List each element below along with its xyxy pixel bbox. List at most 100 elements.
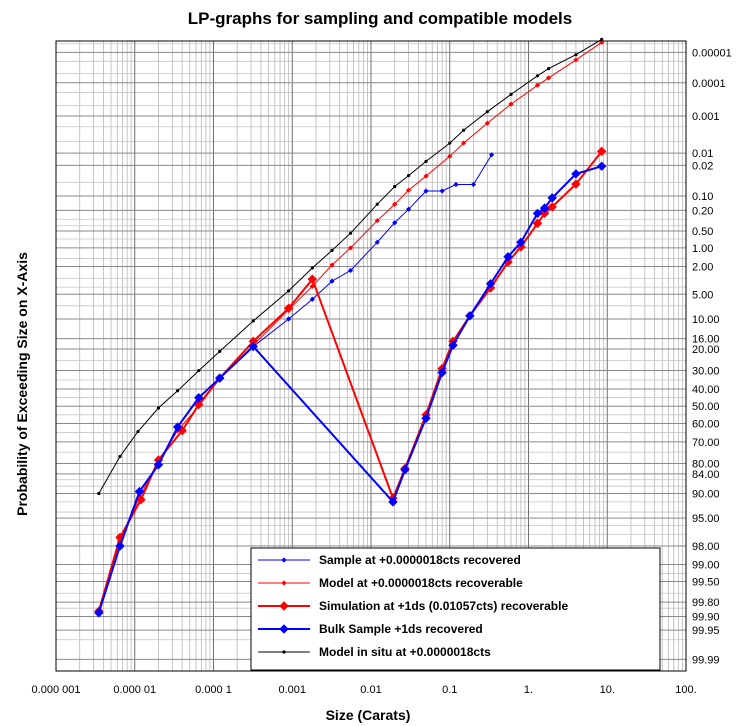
data-point xyxy=(439,188,445,194)
data-point xyxy=(194,392,204,403)
series-5 xyxy=(97,37,604,496)
data-point xyxy=(374,218,380,224)
data-point xyxy=(485,110,489,114)
data-point xyxy=(329,262,335,268)
data-point xyxy=(392,201,398,207)
legend-marker xyxy=(279,624,289,634)
data-point xyxy=(118,454,122,459)
data-point xyxy=(453,181,459,188)
data-point xyxy=(600,37,604,41)
data-point xyxy=(393,184,397,189)
y-tick-label: 70.00 xyxy=(692,437,720,449)
x-tick-label: 0.000 1 xyxy=(195,684,232,696)
data-point xyxy=(421,413,431,423)
data-point xyxy=(388,497,398,507)
data-point xyxy=(532,218,543,229)
data-point xyxy=(400,465,410,475)
data-point xyxy=(251,319,255,323)
data-point xyxy=(134,486,145,497)
series-line xyxy=(98,154,493,613)
data-point xyxy=(153,460,164,470)
data-point xyxy=(461,140,467,146)
data-point xyxy=(329,278,335,284)
x-tick-label: 0.01 xyxy=(360,684,381,696)
data-point xyxy=(547,193,557,203)
y-tick-label: 98.00 xyxy=(692,541,720,553)
data-point xyxy=(546,75,552,81)
data-point xyxy=(423,188,429,194)
data-point xyxy=(509,92,513,97)
legend-items: Sample at +0.0000018cts recovered Model a… xyxy=(258,553,568,659)
data-point xyxy=(392,220,398,226)
x-tick-label: 100. xyxy=(675,684,696,696)
x-tick-label: 1. xyxy=(524,684,533,696)
y-axis-title: Probability of Exceeding Size on X-Axis xyxy=(14,252,30,516)
series-4 xyxy=(94,161,607,618)
data-point xyxy=(175,389,180,393)
y-tick-label: 99.80 xyxy=(692,597,720,609)
data-point xyxy=(571,169,581,179)
y-tick-label: 10.00 xyxy=(692,314,720,326)
data-point xyxy=(136,494,146,505)
legend-label: Sample at +0.0000018cts recovered xyxy=(319,553,521,567)
data-point xyxy=(470,181,477,188)
x-tick-label: 0.1 xyxy=(442,684,457,696)
data-point xyxy=(547,67,551,71)
data-point xyxy=(571,179,581,189)
y-tick-label: 99.99 xyxy=(692,654,720,666)
series-line xyxy=(97,165,602,614)
legend-label: Simulation at +1ds (0.01057cts) recovera… xyxy=(319,599,568,613)
data-point xyxy=(283,303,294,313)
series-3 xyxy=(94,146,607,616)
y-tick-label: 0.02 xyxy=(692,160,713,172)
data-point xyxy=(423,173,429,179)
y-tick-label: 30.00 xyxy=(692,366,720,378)
legend-marker xyxy=(281,557,287,563)
legend-item: Model in situ at +0.0000018cts xyxy=(258,645,491,659)
data-point xyxy=(197,368,201,373)
data-point xyxy=(547,202,557,212)
data-point xyxy=(156,406,161,410)
legend-item: Sample at +0.0000018cts recovered xyxy=(258,553,521,567)
y-tick-label: 40.00 xyxy=(692,384,720,396)
y-tick-label: 60.00 xyxy=(692,418,720,430)
x-tick-label: 0.000 001 xyxy=(32,684,81,696)
y-tick-label: 0.20 xyxy=(692,205,713,217)
data-point xyxy=(573,57,579,63)
x-axis-title: Size (Carats) xyxy=(326,707,411,723)
y-tick-label: 0.01 xyxy=(692,148,713,160)
data-point xyxy=(485,279,496,289)
y-tick-label: 0.0001 xyxy=(692,78,726,90)
data-point xyxy=(448,141,452,145)
y-tick-label: 80.00 xyxy=(692,459,720,471)
data-point xyxy=(462,128,466,132)
data-point xyxy=(287,289,291,293)
data-point xyxy=(194,399,204,410)
data-point xyxy=(447,153,453,159)
data-point xyxy=(405,187,412,193)
data-point xyxy=(309,296,315,302)
data-point xyxy=(437,367,447,378)
legend-box xyxy=(250,547,661,671)
data-point xyxy=(532,208,543,219)
y-tick-label: 95.00 xyxy=(692,513,720,525)
data-point xyxy=(136,429,140,434)
data-point xyxy=(516,237,526,248)
data-point xyxy=(503,252,513,262)
data-point xyxy=(375,202,379,206)
data-point xyxy=(347,267,354,274)
y-tick-label: 20.00 xyxy=(692,344,720,356)
series-line xyxy=(98,41,602,610)
data-point xyxy=(307,274,318,284)
legend-item: Simulation at +1ds (0.01057cts) recovera… xyxy=(258,599,568,613)
data-point xyxy=(596,146,607,157)
data-point xyxy=(248,341,258,352)
plot-area-frame xyxy=(55,40,687,672)
data-point xyxy=(348,231,353,235)
data-point xyxy=(465,311,475,321)
legend-marker xyxy=(282,650,286,654)
data-point xyxy=(94,608,104,618)
y-tick-label: 84.00 xyxy=(692,469,720,481)
y-tick-label: 0.10 xyxy=(692,191,713,203)
